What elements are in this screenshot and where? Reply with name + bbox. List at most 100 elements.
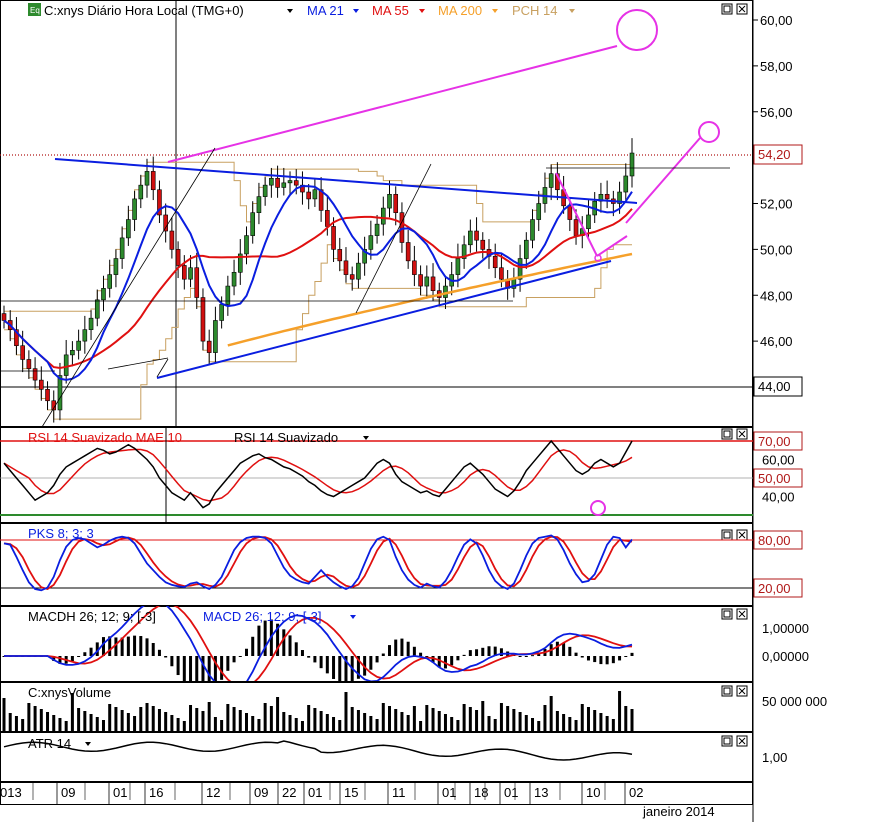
dropdown-arrow-icon[interactable] [569,9,575,13]
volume-bar [475,710,479,731]
macd-hist-bar [400,638,404,656]
macd-hist-bar [518,656,522,657]
volume-bar [481,701,485,731]
dropdown-arrow-icon[interactable] [363,436,369,440]
macd-hist-bar [189,656,193,681]
macd-hist-bar [164,656,168,658]
close-icon[interactable] [736,735,748,747]
volume-bar [151,706,155,731]
candle-body [163,214,168,232]
restore-icon[interactable] [721,428,733,440]
close-icon[interactable] [736,529,748,541]
volume-bar [499,703,503,731]
pks-legend[interactable]: PKS 8; 3; 3 [28,526,94,541]
close-icon[interactable] [736,3,748,15]
atr-pane[interactable] [3,740,633,761]
candle-body [194,267,200,298]
volume-bar [419,721,423,731]
candle-body [175,249,181,266]
level-44-label: 44,00 [758,379,791,394]
close-icon[interactable] [736,608,748,620]
time-axis[interactable]: 013 09 01 16 12 09 22 01 15 11 01 18 01 13 10 02 [0,782,643,805]
macd-hist-bar [593,656,597,663]
volume-bar [437,711,441,731]
candle-body [269,177,274,186]
volume-bar [338,720,342,731]
macd-hist-bar [58,656,62,664]
candle-body [586,214,591,230]
macd-hist-bar [437,656,441,668]
candle-body [119,237,125,259]
macd-hist-bar [574,652,578,656]
legend-ma55[interactable]: MA 55 [372,3,409,18]
macd-hist-bar [114,637,118,656]
macd-hist-bar [332,656,336,679]
rsi-tick-label: 60,00 [762,453,795,468]
pks-pane[interactable] [0,534,753,592]
trendlines[interactable] [54,9,720,379]
candle-body [101,288,106,301]
rsi-level-label: 70,00 [758,434,791,449]
pane-window-controls[interactable] [721,3,748,747]
time-tick-label: 01 [442,785,456,800]
dropdown-arrow-icon[interactable] [85,742,91,746]
volume-bar [139,707,143,731]
time-tick-label: 01 [308,785,322,800]
dropdown-arrow-icon[interactable] [419,9,425,13]
price-pane[interactable] [0,0,753,427]
close-icon[interactable] [736,685,748,697]
candle-body [412,260,417,275]
candle-body [443,285,448,298]
legend-ma21[interactable]: MA 21 [307,3,344,18]
legend-ma200[interactable]: MA 200 [438,3,482,18]
price-tick-label: 60,00 [760,13,793,28]
macd-hist-bar [319,656,323,669]
volume-bar [549,696,553,731]
dropdown-arrow-icon[interactable] [353,9,359,13]
dropdown-arrow-icon[interactable] [492,9,498,13]
macd-hist-bar [232,656,236,663]
candle-body [70,349,75,356]
restore-icon[interactable] [721,608,733,620]
trendline-magenta-long [167,45,618,163]
atr-line [3,740,633,761]
macd-pane[interactable] [2,601,634,694]
rsi-pane[interactable] [0,427,753,522]
volume-bar [443,714,447,731]
macd-hist-bar [288,635,292,656]
candle-body [573,219,579,236]
restore-icon[interactable] [721,529,733,541]
restore-icon[interactable] [721,735,733,747]
thin-trendlines[interactable] [0,147,730,427]
dropdown-arrow-icon[interactable] [350,615,356,619]
dropdown-arrow-icon[interactable] [287,9,293,13]
level-44-badge: 44,00 [753,376,803,397]
volume-bar [531,718,535,731]
macd-hist-bar [450,656,454,666]
macd-hist-bar [101,637,105,656]
rsi-legend[interactable]: RSI 14 Suavizado [234,430,338,445]
volume-pane[interactable] [2,691,634,731]
macd-hist-bar [170,656,174,667]
volume-bar [8,713,12,731]
atr-tick-label: 1,00 [762,750,787,765]
volume-legend[interactable]: C:xnysVolume [28,685,111,700]
volume-bar [325,714,329,731]
volume-bar [176,718,180,731]
atr-legend[interactable]: ATR 14 [28,736,71,751]
restore-icon[interactable] [721,3,733,15]
trendline-lower-blue [156,260,612,379]
restore-icon[interactable] [721,685,733,697]
legend-pch14[interactable]: PCH 14 [512,3,558,18]
price-pane-title[interactable]: C:xnys Diário Hora Local (TMG+0) [44,3,244,18]
close-icon[interactable] [736,428,748,440]
candle-body [150,171,156,191]
candle-body [604,194,610,200]
candle-body [468,230,473,246]
macdh-legend[interactable]: MACDH 26; 12; 9; [-3] [28,609,156,624]
volume-bar [133,716,137,731]
macd-hist-bar [487,646,491,656]
macd-legend[interactable]: MACD 26; 12; 9; [-3] [203,609,322,624]
rsi-mae-legend[interactable]: RSI 14 Suavizado MAE 10 [28,430,182,445]
